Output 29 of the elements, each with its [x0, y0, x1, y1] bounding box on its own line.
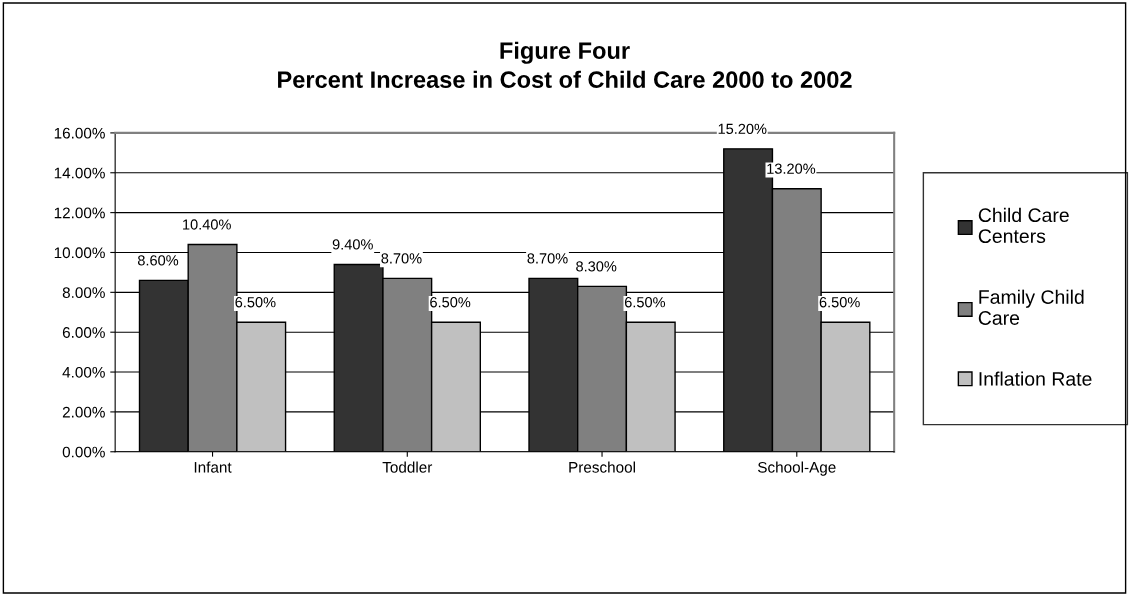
y-tick-label: 14.00%	[54, 167, 105, 179]
data-label: 10.40%	[183, 219, 231, 230]
legend-label: Family Child Care	[978, 289, 1084, 325]
y-tick-label: 2.00%	[62, 406, 105, 418]
x-tick-label: Preschool	[569, 461, 635, 473]
data-label: 6.50%	[624, 297, 666, 308]
data-label: 6.50%	[235, 297, 276, 308]
legend-label: Child Care Centers	[978, 207, 1069, 244]
y-tick-label: 6.00%	[62, 327, 105, 338]
y-tick-label: 8.00%	[62, 287, 105, 299]
y-tick-label: 4.00%	[62, 366, 105, 378]
y-tick-label: 16.00%	[54, 127, 105, 139]
data-label: 8.70%	[381, 253, 422, 264]
data-label: 13.20%	[767, 163, 816, 174]
data-label: 8.70%	[527, 253, 568, 264]
x-tick-label: Toddler	[382, 461, 433, 473]
x-tick-label: School-Age	[758, 461, 836, 476]
x-tick-label: Infant	[194, 461, 232, 473]
data-label: 8.30%	[576, 261, 617, 272]
data-label: 8.60%	[137, 255, 179, 266]
data-label: 6.50%	[430, 297, 471, 308]
data-label: 9.40%	[332, 239, 373, 250]
y-tick-label: 0.00%	[62, 446, 105, 458]
y-tick-label: 10.00%	[54, 247, 105, 259]
chart-title: Figure Four Percent Increase in Cost of Child Care 2000 to 2002	[278, 41, 852, 89]
legend-label: Inflation Rate	[979, 371, 1092, 386]
data-label: 15.20%	[718, 123, 767, 135]
data-label: 6.50%	[819, 297, 860, 308]
y-tick-label: 12.00%	[54, 207, 105, 219]
